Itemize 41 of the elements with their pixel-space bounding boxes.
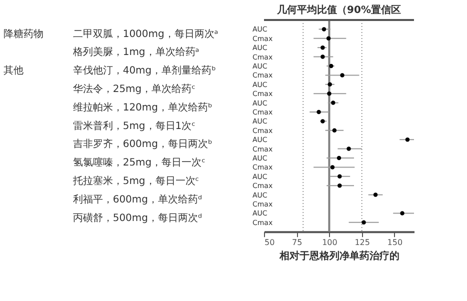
point: [316, 110, 321, 114]
point: [328, 82, 332, 87]
text: 华法令，25mg，单次给药ᶜ: [72, 83, 196, 95]
point: [340, 73, 344, 78]
point: [322, 27, 326, 32]
text: 丙磺舒，500mg，每日两次ᵈ: [72, 212, 202, 224]
text: 其他: [4, 64, 24, 77]
x-tick-label: 150: [387, 238, 403, 248]
point: [336, 156, 342, 160]
point: [331, 100, 336, 105]
text: 利福平，600mg，单次给药ᵈ: [72, 193, 202, 206]
point: [320, 45, 325, 50]
x-tick-label: 100: [322, 238, 338, 248]
x-axis-title: 相对于恩格列净单药治疗的: [278, 250, 400, 262]
point: [332, 128, 337, 133]
point: [338, 174, 342, 179]
text: 雷米普利，5mg，每日1次ᶜ: [72, 120, 196, 132]
text: 氢氯噻嗪，25mg，每日一次ᶜ: [72, 156, 206, 169]
point: [329, 64, 334, 68]
text: 二甲双胍，1000mg，每日两次ᵃ: [72, 28, 218, 40]
text: 吉非罗齐，600mg，每日两次ᵇ: [72, 138, 212, 150]
point: [373, 192, 378, 197]
chart-title: 几何平均比值（90%置信区: [276, 4, 401, 16]
text: 辛伐他汀，40mg，单剂量给药ᵇ: [72, 64, 216, 77]
x-tick-label: 125: [354, 238, 370, 248]
text: 维拉帕米，120mg，单次给药ᵇ: [72, 101, 212, 114]
point: [346, 146, 351, 151]
x-tick-label: 50: [264, 238, 275, 248]
point: [320, 119, 325, 124]
point: [338, 183, 342, 188]
text: 格列美脲，1mg，单次给药ᵃ: [72, 46, 200, 58]
point: [327, 91, 332, 96]
text: 托拉塞米，5mg，每日一次ᶜ: [72, 174, 200, 187]
x-tick-label: 75: [292, 238, 302, 248]
point: [320, 54, 325, 59]
point: [405, 137, 410, 142]
point: [330, 165, 335, 170]
point: [326, 36, 331, 41]
point: [400, 211, 404, 216]
point: [362, 220, 366, 225]
text: 降糖药物: [4, 28, 44, 40]
